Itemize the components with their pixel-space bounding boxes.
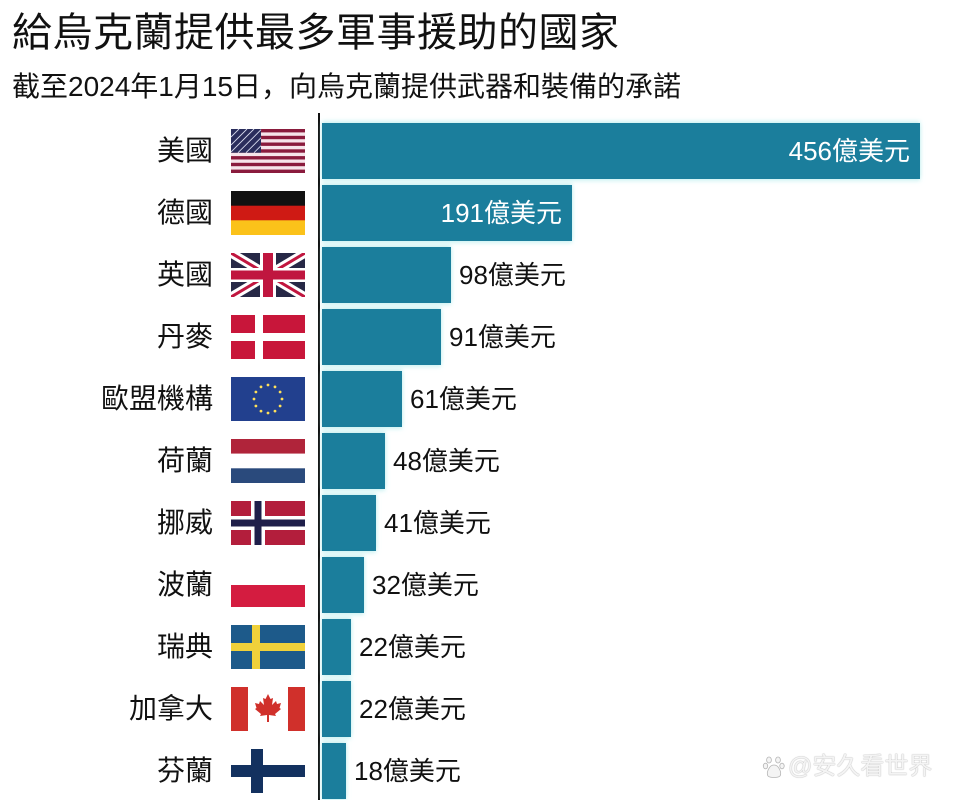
bar xyxy=(322,123,920,179)
bar xyxy=(322,557,364,613)
category-label: 挪威 xyxy=(156,507,213,538)
y-axis-line xyxy=(318,113,320,800)
bar xyxy=(322,619,351,675)
bar xyxy=(322,681,351,737)
flag-canada-icon xyxy=(231,687,305,731)
category-label: 加拿大 xyxy=(128,693,213,724)
category-label: 丹麥 xyxy=(156,321,213,352)
bar-row-usa: 美國 456億美元 xyxy=(0,123,956,179)
category-label: 芬蘭 xyxy=(156,755,213,786)
category-label: 英國 xyxy=(156,259,213,290)
bar-row-norway: 挪威 41億美元 xyxy=(0,495,956,551)
bar xyxy=(322,433,385,489)
flag-denmark-icon xyxy=(231,315,305,359)
bar-row-uk: 英國 98億美元 xyxy=(0,247,956,303)
flag-uk-icon xyxy=(231,253,305,297)
flag-netherlands-icon xyxy=(231,439,305,483)
bar-row-eu: 歐盟機構 61億美元 xyxy=(0,371,956,427)
flag-usa-icon xyxy=(231,129,305,173)
chart-subtitle: 截至2024年1月15日，向烏克蘭提供武器和裝備的承諾 xyxy=(12,71,682,102)
bar-row-finland: 芬蘭 18億美元 xyxy=(0,743,956,799)
bar-row-denmark: 丹麥 91億美元 xyxy=(0,309,956,365)
value-label: 41億美元 xyxy=(384,508,491,538)
watermark-text: @安久看世界 xyxy=(788,753,933,780)
category-label: 瑞典 xyxy=(156,631,213,662)
bar-row-germany: 德國 191億美元 xyxy=(0,185,956,241)
bar-row-canada: 加拿大 22億美元 xyxy=(0,681,956,737)
flag-poland-icon xyxy=(231,563,305,607)
category-label: 波蘭 xyxy=(156,569,213,600)
flag-germany-icon xyxy=(231,191,305,235)
flag-norway-icon xyxy=(231,501,305,545)
chart-title: 給烏克蘭提供最多軍事援助的國家 xyxy=(12,11,620,55)
value-label: 18億美元 xyxy=(354,756,461,786)
bar-row-poland: 波蘭 32億美元 xyxy=(0,557,956,613)
baidu-paw-icon xyxy=(762,755,786,779)
flag-eu-icon xyxy=(231,377,305,421)
bar xyxy=(322,309,441,365)
category-label: 德國 xyxy=(156,197,213,228)
value-label: 61億美元 xyxy=(410,384,517,414)
bar xyxy=(322,371,402,427)
value-label: 456億美元 xyxy=(788,136,910,166)
bar xyxy=(322,495,376,551)
flag-finland-icon xyxy=(231,749,305,793)
value-label: 22億美元 xyxy=(359,694,466,724)
value-label: 22億美元 xyxy=(359,632,466,662)
value-label: 91億美元 xyxy=(449,322,556,352)
flag-sweden-icon xyxy=(231,625,305,669)
category-label: 歐盟機構 xyxy=(100,383,213,414)
watermark: @安久看世界 xyxy=(762,752,932,782)
category-label: 美國 xyxy=(156,135,213,166)
value-label: 191億美元 xyxy=(440,198,562,228)
bar xyxy=(322,185,572,241)
bar xyxy=(322,743,346,799)
category-label: 荷蘭 xyxy=(156,445,213,476)
bar xyxy=(322,247,451,303)
value-label: 48億美元 xyxy=(393,446,500,476)
value-label: 32億美元 xyxy=(372,570,479,600)
value-label: 98億美元 xyxy=(459,260,566,290)
bar-row-netherlands: 荷蘭 48億美元 xyxy=(0,433,956,489)
bar-row-sweden: 瑞典 22億美元 xyxy=(0,619,956,675)
